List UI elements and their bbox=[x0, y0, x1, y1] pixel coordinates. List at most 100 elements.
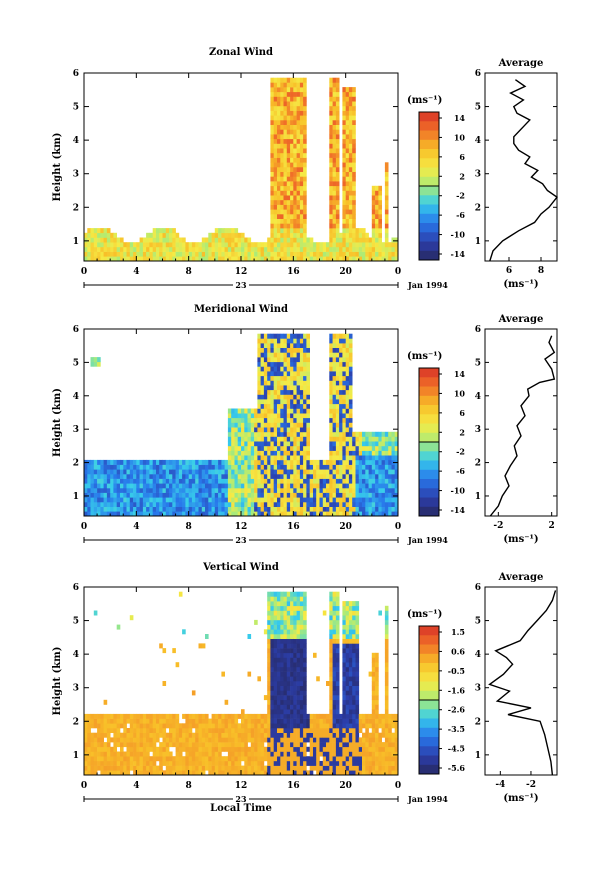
heatmap-cell bbox=[293, 77, 297, 83]
heatmap-cell bbox=[355, 634, 360, 639]
heatmap-cell bbox=[283, 681, 288, 686]
heatmap-cell bbox=[152, 246, 157, 252]
heatmap-cell bbox=[339, 399, 343, 405]
heatmap-cell bbox=[146, 469, 150, 475]
heatmap-cell bbox=[103, 742, 108, 748]
heatmap-cell bbox=[352, 464, 356, 470]
heatmap-cell bbox=[260, 413, 265, 419]
heatmap-cell bbox=[234, 746, 239, 752]
heatmap-cell bbox=[156, 502, 160, 507]
heatmap-cell bbox=[371, 209, 376, 215]
heatmap-cell bbox=[237, 246, 242, 252]
heatmap-cell bbox=[293, 596, 297, 602]
heatmap-cell bbox=[319, 713, 324, 719]
heatmap-cell bbox=[283, 690, 288, 696]
heatmap-cell bbox=[296, 96, 301, 102]
heatmap-cell bbox=[290, 455, 294, 461]
heatmap-cell bbox=[110, 256, 114, 262]
heatmap-cell bbox=[345, 101, 350, 107]
heatmap-cell bbox=[280, 760, 284, 766]
heatmap-cell bbox=[136, 242, 140, 248]
heatmap-cell bbox=[224, 770, 229, 776]
heatmap-cell bbox=[237, 728, 242, 733]
heatmap-cell bbox=[286, 343, 291, 348]
date-label: Jan 1994 bbox=[407, 535, 448, 545]
heatmap-cell bbox=[290, 629, 294, 635]
heatmap-cell bbox=[277, 681, 281, 686]
heatmap-cell bbox=[280, 511, 284, 517]
heatmap-cell bbox=[348, 657, 353, 663]
heatmap-cell bbox=[293, 181, 297, 187]
heatmap-cell bbox=[254, 742, 258, 748]
heatmap-cell bbox=[342, 732, 346, 738]
heatmap-cell bbox=[241, 506, 245, 512]
heatmap-cell bbox=[250, 431, 255, 437]
heatmap-cell bbox=[103, 492, 108, 498]
heatmap-cell bbox=[227, 737, 232, 743]
heatmap-cell bbox=[316, 718, 320, 724]
heatmap-cell bbox=[342, 746, 346, 752]
heatmap-cell bbox=[332, 218, 337, 224]
heatmap-cell bbox=[260, 459, 265, 465]
heatmap-cell bbox=[316, 676, 320, 682]
heatmap-cell bbox=[175, 251, 180, 257]
heatmap-cell bbox=[237, 427, 242, 433]
heatmap-cell bbox=[319, 256, 324, 262]
heatmap-cell bbox=[234, 511, 239, 517]
heatmap-cell bbox=[254, 431, 258, 437]
heatmap-cell bbox=[303, 652, 307, 658]
heatmap-cell bbox=[329, 690, 333, 696]
heatmap-cell bbox=[286, 157, 291, 163]
heatmap-cell bbox=[280, 162, 284, 168]
y-tick-label: 6 bbox=[73, 325, 79, 335]
heatmap-cell bbox=[241, 431, 245, 437]
heatmap-cell bbox=[231, 742, 235, 748]
heatmap-cell bbox=[299, 422, 304, 428]
heatmap-cell bbox=[211, 237, 216, 243]
heatmap-cell bbox=[335, 214, 340, 219]
heatmap-cell bbox=[152, 713, 157, 719]
heatmap-cell bbox=[227, 256, 232, 262]
heatmap-cell bbox=[237, 464, 242, 470]
heatmap-cell bbox=[116, 728, 121, 733]
heatmap-cell bbox=[231, 770, 235, 776]
heatmap-cell bbox=[391, 445, 396, 451]
heatmap-cell bbox=[352, 176, 356, 182]
heatmap-cell bbox=[352, 237, 356, 243]
heatmap-cell bbox=[87, 242, 91, 248]
heatmap-cell bbox=[267, 713, 271, 719]
heatmap-cell bbox=[113, 237, 117, 243]
heatmap-cell bbox=[237, 756, 242, 762]
heatmap-cell bbox=[348, 338, 353, 344]
heatmap-cell bbox=[355, 473, 360, 479]
heatmap-cell bbox=[218, 483, 222, 489]
average-y-tick-label: 5 bbox=[475, 358, 481, 368]
heatmap-cell bbox=[352, 770, 356, 776]
heatmap-cell bbox=[355, 237, 360, 243]
heatmap-cell bbox=[290, 380, 294, 386]
heatmap-cell bbox=[100, 737, 104, 743]
heatmap-cell bbox=[136, 251, 140, 257]
heatmap-cell bbox=[208, 459, 212, 465]
heatmap-cell bbox=[237, 492, 242, 498]
heatmap-cell bbox=[267, 690, 271, 696]
heatmap-cell bbox=[296, 338, 301, 344]
heatmap-cell bbox=[100, 251, 104, 257]
heatmap-cell bbox=[270, 232, 274, 238]
heatmap-cell bbox=[290, 181, 294, 187]
heatmap-cell bbox=[234, 497, 239, 503]
heatmap-cell bbox=[250, 487, 255, 493]
heatmap-cell bbox=[283, 699, 288, 705]
heatmap-cell bbox=[277, 487, 281, 493]
heatmap-cell bbox=[123, 251, 127, 257]
heatmap-cell bbox=[257, 431, 261, 437]
heatmap-cell bbox=[293, 357, 297, 363]
heatmap-cell bbox=[123, 246, 127, 252]
heatmap-cell bbox=[286, 713, 291, 719]
heatmap-cell bbox=[309, 718, 314, 724]
heatmap-cell bbox=[244, 473, 248, 479]
heatmap-cell bbox=[87, 237, 91, 243]
heatmap-cell bbox=[182, 506, 186, 512]
heatmap-cell bbox=[391, 431, 396, 437]
heatmap-cell bbox=[208, 756, 212, 762]
